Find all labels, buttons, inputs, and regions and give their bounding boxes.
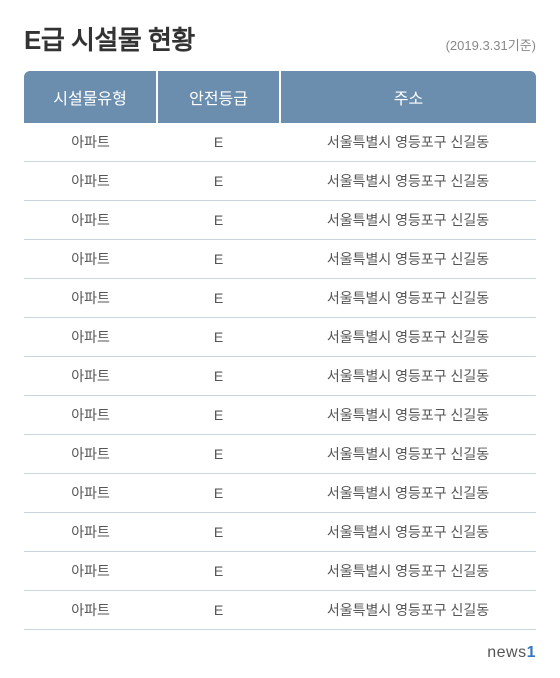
table-cell: E xyxy=(157,201,280,240)
table-cell: 아파트 xyxy=(24,240,157,279)
date-label: (2019.3.31기준) xyxy=(446,35,536,57)
table-row: 아파트E서울특별시 영등포구 신길동 xyxy=(24,318,536,357)
col-header-address: 주소 xyxy=(280,71,536,123)
table-cell: E xyxy=(157,279,280,318)
table-cell: 서울특별시 영등포구 신길동 xyxy=(280,396,536,435)
header: E급 시설물 현황 (2019.3.31기준) xyxy=(24,20,536,57)
table-cell: 서울특별시 영등포구 신길동 xyxy=(280,240,536,279)
table-cell: E xyxy=(157,240,280,279)
table-row: 아파트E서울특별시 영등포구 신길동 xyxy=(24,552,536,591)
table-cell: 아파트 xyxy=(24,435,157,474)
table-cell: E xyxy=(157,357,280,396)
table-cell: 아파트 xyxy=(24,318,157,357)
table-cell: 서울특별시 영등포구 신길동 xyxy=(280,552,536,591)
table-row: 아파트E서울특별시 영등포구 신길동 xyxy=(24,435,536,474)
table-cell: E xyxy=(157,591,280,630)
table-cell: 서울특별시 영등포구 신길동 xyxy=(280,513,536,552)
footer-brand: news1 xyxy=(24,644,536,662)
table-cell: 아파트 xyxy=(24,396,157,435)
col-header-type: 시설물유형 xyxy=(24,71,157,123)
table-row: 아파트E서울특별시 영등포구 신길동 xyxy=(24,240,536,279)
table-cell: 아파트 xyxy=(24,552,157,591)
table-cell: 서울특별시 영등포구 신길동 xyxy=(280,435,536,474)
table-cell: 서울특별시 영등포구 신길동 xyxy=(280,591,536,630)
table-header-row: 시설물유형 안전등급 주소 xyxy=(24,71,536,123)
table-cell: 서울특별시 영등포구 신길동 xyxy=(280,123,536,162)
table-cell: 서울특별시 영등포구 신길동 xyxy=(280,474,536,513)
table-row: 아파트E서울특별시 영등포구 신길동 xyxy=(24,279,536,318)
table-cell: 서울특별시 영등포구 신길동 xyxy=(280,201,536,240)
table-cell: 서울특별시 영등포구 신길동 xyxy=(280,279,536,318)
page-title: E급 시설물 현황 xyxy=(24,20,195,57)
table-cell: 서울특별시 영등포구 신길동 xyxy=(280,357,536,396)
table-row: 아파트E서울특별시 영등포구 신길동 xyxy=(24,396,536,435)
table-row: 아파트E서울특별시 영등포구 신길동 xyxy=(24,123,536,162)
table-cell: 서울특별시 영등포구 신길동 xyxy=(280,162,536,201)
table-cell: E xyxy=(157,513,280,552)
table-row: 아파트E서울특별시 영등포구 신길동 xyxy=(24,162,536,201)
table-row: 아파트E서울특별시 영등포구 신길동 xyxy=(24,513,536,552)
table-cell: E xyxy=(157,474,280,513)
table-row: 아파트E서울특별시 영등포구 신길동 xyxy=(24,357,536,396)
table-cell: E xyxy=(157,396,280,435)
table-cell: E xyxy=(157,318,280,357)
table-cell: 아파트 xyxy=(24,591,157,630)
table-row: 아파트E서울특별시 영등포구 신길동 xyxy=(24,591,536,630)
table-cell: 아파트 xyxy=(24,123,157,162)
table-cell: 아파트 xyxy=(24,279,157,318)
table-cell: E xyxy=(157,162,280,201)
table-cell: 아파트 xyxy=(24,513,157,552)
table-cell: 아파트 xyxy=(24,474,157,513)
table-row: 아파트E서울특별시 영등포구 신길동 xyxy=(24,201,536,240)
col-header-grade: 안전등급 xyxy=(157,71,280,123)
brand-suffix: 1 xyxy=(527,644,536,661)
table-cell: E xyxy=(157,435,280,474)
facility-table: 시설물유형 안전등급 주소 아파트E서울특별시 영등포구 신길동아파트E서울특별… xyxy=(24,71,536,630)
table-cell: 아파트 xyxy=(24,201,157,240)
table-row: 아파트E서울특별시 영등포구 신길동 xyxy=(24,474,536,513)
table-cell: E xyxy=(157,552,280,591)
brand-text: news xyxy=(487,644,526,661)
table-cell: 서울특별시 영등포구 신길동 xyxy=(280,318,536,357)
table-cell: E xyxy=(157,123,280,162)
table-cell: 아파트 xyxy=(24,162,157,201)
table-cell: 아파트 xyxy=(24,357,157,396)
